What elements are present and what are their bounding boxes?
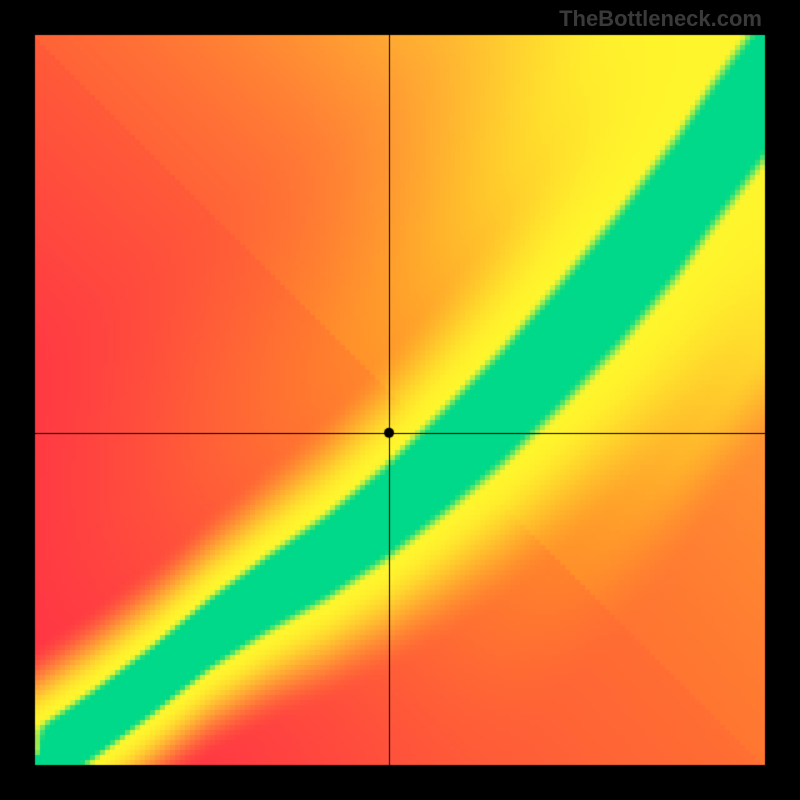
- bottleneck-heatmap: [0, 0, 800, 800]
- chart-container: TheBottleneck.com: [0, 0, 800, 800]
- watermark-text: TheBottleneck.com: [559, 6, 762, 32]
